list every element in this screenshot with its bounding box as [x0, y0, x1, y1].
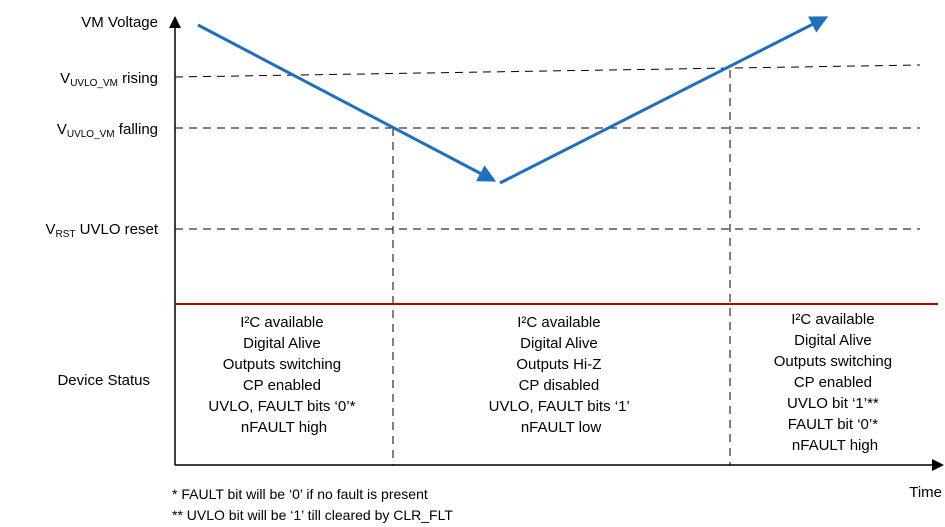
region-status-normal: I²C available Digital Alive Outputs swit…: [208, 314, 359, 436]
device-status-label: Device Status: [57, 372, 150, 389]
level-label-uvlo-falling: VUVLO_VM falling: [57, 121, 158, 140]
y-axis-title: VM Voltage: [81, 14, 158, 31]
level-label-rst-uvlo-reset: VRST UVLO reset: [45, 221, 158, 240]
footnote-uvlo-bit: ** UVLO bit will be ‘1’ till cleared by …: [172, 507, 453, 523]
uvlo-rising-threshold-line: [174, 64, 921, 78]
footnote-fault-bit: * FAULT bit will be ‘0’ if no fault is p…: [172, 486, 428, 502]
region-status-recovered: I²C available Digital Alive Outputs swit…: [774, 311, 897, 454]
voltage-trace-rising: [499, 16, 829, 185]
region-status-undervoltage: I²C available Digital Alive Outputs Hi-Z…: [489, 314, 634, 436]
x-axis-title: Time: [909, 484, 942, 501]
level-label-uvlo-rising: VUVLO_VM rising: [60, 70, 158, 89]
voltage-trace-falling: [197, 23, 497, 182]
